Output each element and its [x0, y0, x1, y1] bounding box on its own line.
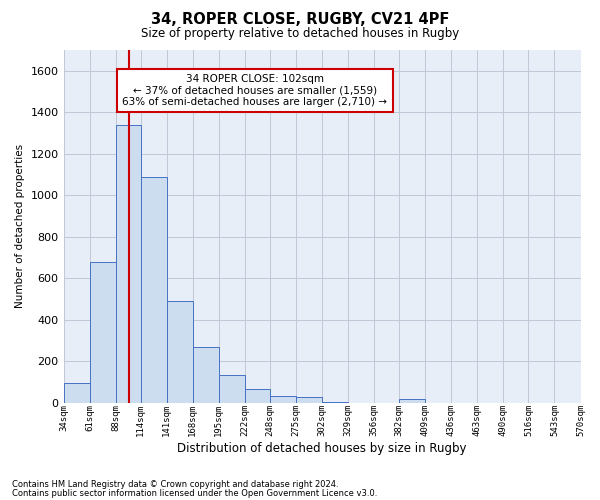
Bar: [64, 383, 89, 403]
Bar: [193, 347, 219, 403]
Bar: [296, 396, 322, 403]
Bar: [140, 176, 167, 403]
Text: Contains HM Land Registry data © Crown copyright and database right 2024.: Contains HM Land Registry data © Crown c…: [12, 480, 338, 489]
Text: Size of property relative to detached houses in Rugby: Size of property relative to detached ho…: [141, 28, 459, 40]
Text: Contains public sector information licensed under the Open Government Licence v3: Contains public sector information licen…: [12, 488, 377, 498]
X-axis label: Distribution of detached houses by size in Rugby: Distribution of detached houses by size …: [177, 442, 467, 455]
Bar: [322, 402, 348, 403]
Bar: [89, 262, 116, 403]
Bar: [399, 398, 425, 403]
Y-axis label: Number of detached properties: Number of detached properties: [15, 144, 25, 308]
Text: 34 ROPER CLOSE: 102sqm
← 37% of detached houses are smaller (1,559)
63% of semi-: 34 ROPER CLOSE: 102sqm ← 37% of detached…: [122, 74, 388, 107]
Bar: [219, 375, 245, 403]
Bar: [245, 388, 270, 403]
Bar: [167, 301, 193, 403]
Bar: [270, 396, 296, 403]
Text: 34, ROPER CLOSE, RUGBY, CV21 4PF: 34, ROPER CLOSE, RUGBY, CV21 4PF: [151, 12, 449, 28]
Bar: [116, 124, 140, 403]
